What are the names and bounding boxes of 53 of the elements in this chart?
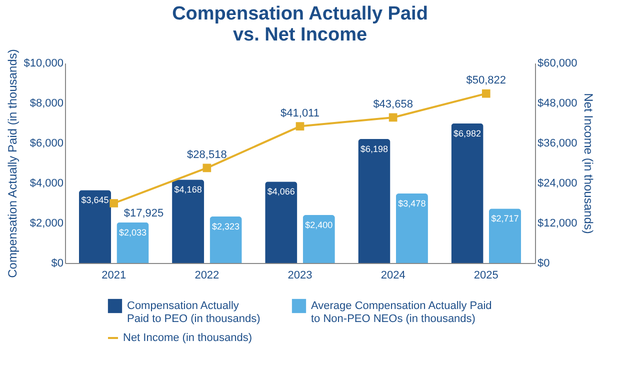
y-tick-label: $0 <box>51 258 64 270</box>
bar <box>396 193 428 263</box>
bar <box>172 180 204 263</box>
y-axis-title: Compensation Actually Paid (in thousands) <box>6 49 20 278</box>
bar <box>78 190 112 263</box>
data-label: $43,658 <box>373 98 413 110</box>
y-tick-label: $2,000 <box>30 218 64 230</box>
y-tick-label: $10,000 <box>24 58 64 70</box>
chart-title: Compensation Actually Paid vs. Net Income <box>172 3 428 46</box>
point <box>202 164 212 172</box>
legend-label: Net Income (in thousands) <box>123 332 252 344</box>
data-label: $50,822 <box>466 74 506 87</box>
data-label: $6,198 <box>360 144 388 154</box>
data-label: $41,011 <box>280 107 320 120</box>
x-tick-label: 2022 <box>194 270 220 282</box>
data-label: $2,033 <box>118 227 146 238</box>
data-label: $3,645 <box>81 195 109 206</box>
data-label: $17,925 <box>124 207 164 220</box>
x-tick-label: 2021 <box>102 270 126 282</box>
point <box>388 113 398 122</box>
y2-tick-label: $0 <box>538 258 550 270</box>
y2-tick-label: $48,000 <box>538 98 578 110</box>
data-label: $2,717 <box>491 214 519 224</box>
y-tick-label: $8,000 <box>30 98 64 110</box>
y2-axis-title: Net Income (in thousands) <box>581 93 596 234</box>
bar <box>302 215 335 263</box>
y-tick-label: $6,000 <box>30 138 64 150</box>
y2-tick-label: $36,000 <box>538 138 578 150</box>
bar <box>210 216 242 263</box>
y-tick-label: $4,000 <box>30 178 64 190</box>
bar <box>451 123 484 263</box>
y2-tick-label: $12,000 <box>538 218 578 230</box>
point <box>482 89 490 98</box>
point <box>110 199 118 208</box>
x-tick-label: 2025 <box>474 270 498 282</box>
legend-label: Average Compensation Actually Paid to Non-PEO NEOs (in thousands) <box>311 300 492 325</box>
bar <box>358 139 390 263</box>
data-label: $6,982 <box>454 128 482 138</box>
data-label: $2,323 <box>212 222 240 232</box>
y2-tick-label: $60,000 <box>538 58 578 70</box>
data-label: $28,518 <box>187 148 227 161</box>
x-tick-label: 2024 <box>380 270 406 282</box>
bar <box>488 208 522 263</box>
bar <box>265 182 298 263</box>
data-label: $4,066 <box>267 186 295 197</box>
bar <box>116 222 149 263</box>
point <box>296 122 304 130</box>
legend-label: Compensation Actually Paid to PEO (in thousands) <box>127 300 260 325</box>
data-label: $4,168 <box>174 184 202 195</box>
data-label: $3,478 <box>398 198 426 208</box>
x-tick-label: 2023 <box>288 270 312 282</box>
y2-tick-label: $24,000 <box>538 178 578 190</box>
data-label: $2,400 <box>305 220 333 230</box>
